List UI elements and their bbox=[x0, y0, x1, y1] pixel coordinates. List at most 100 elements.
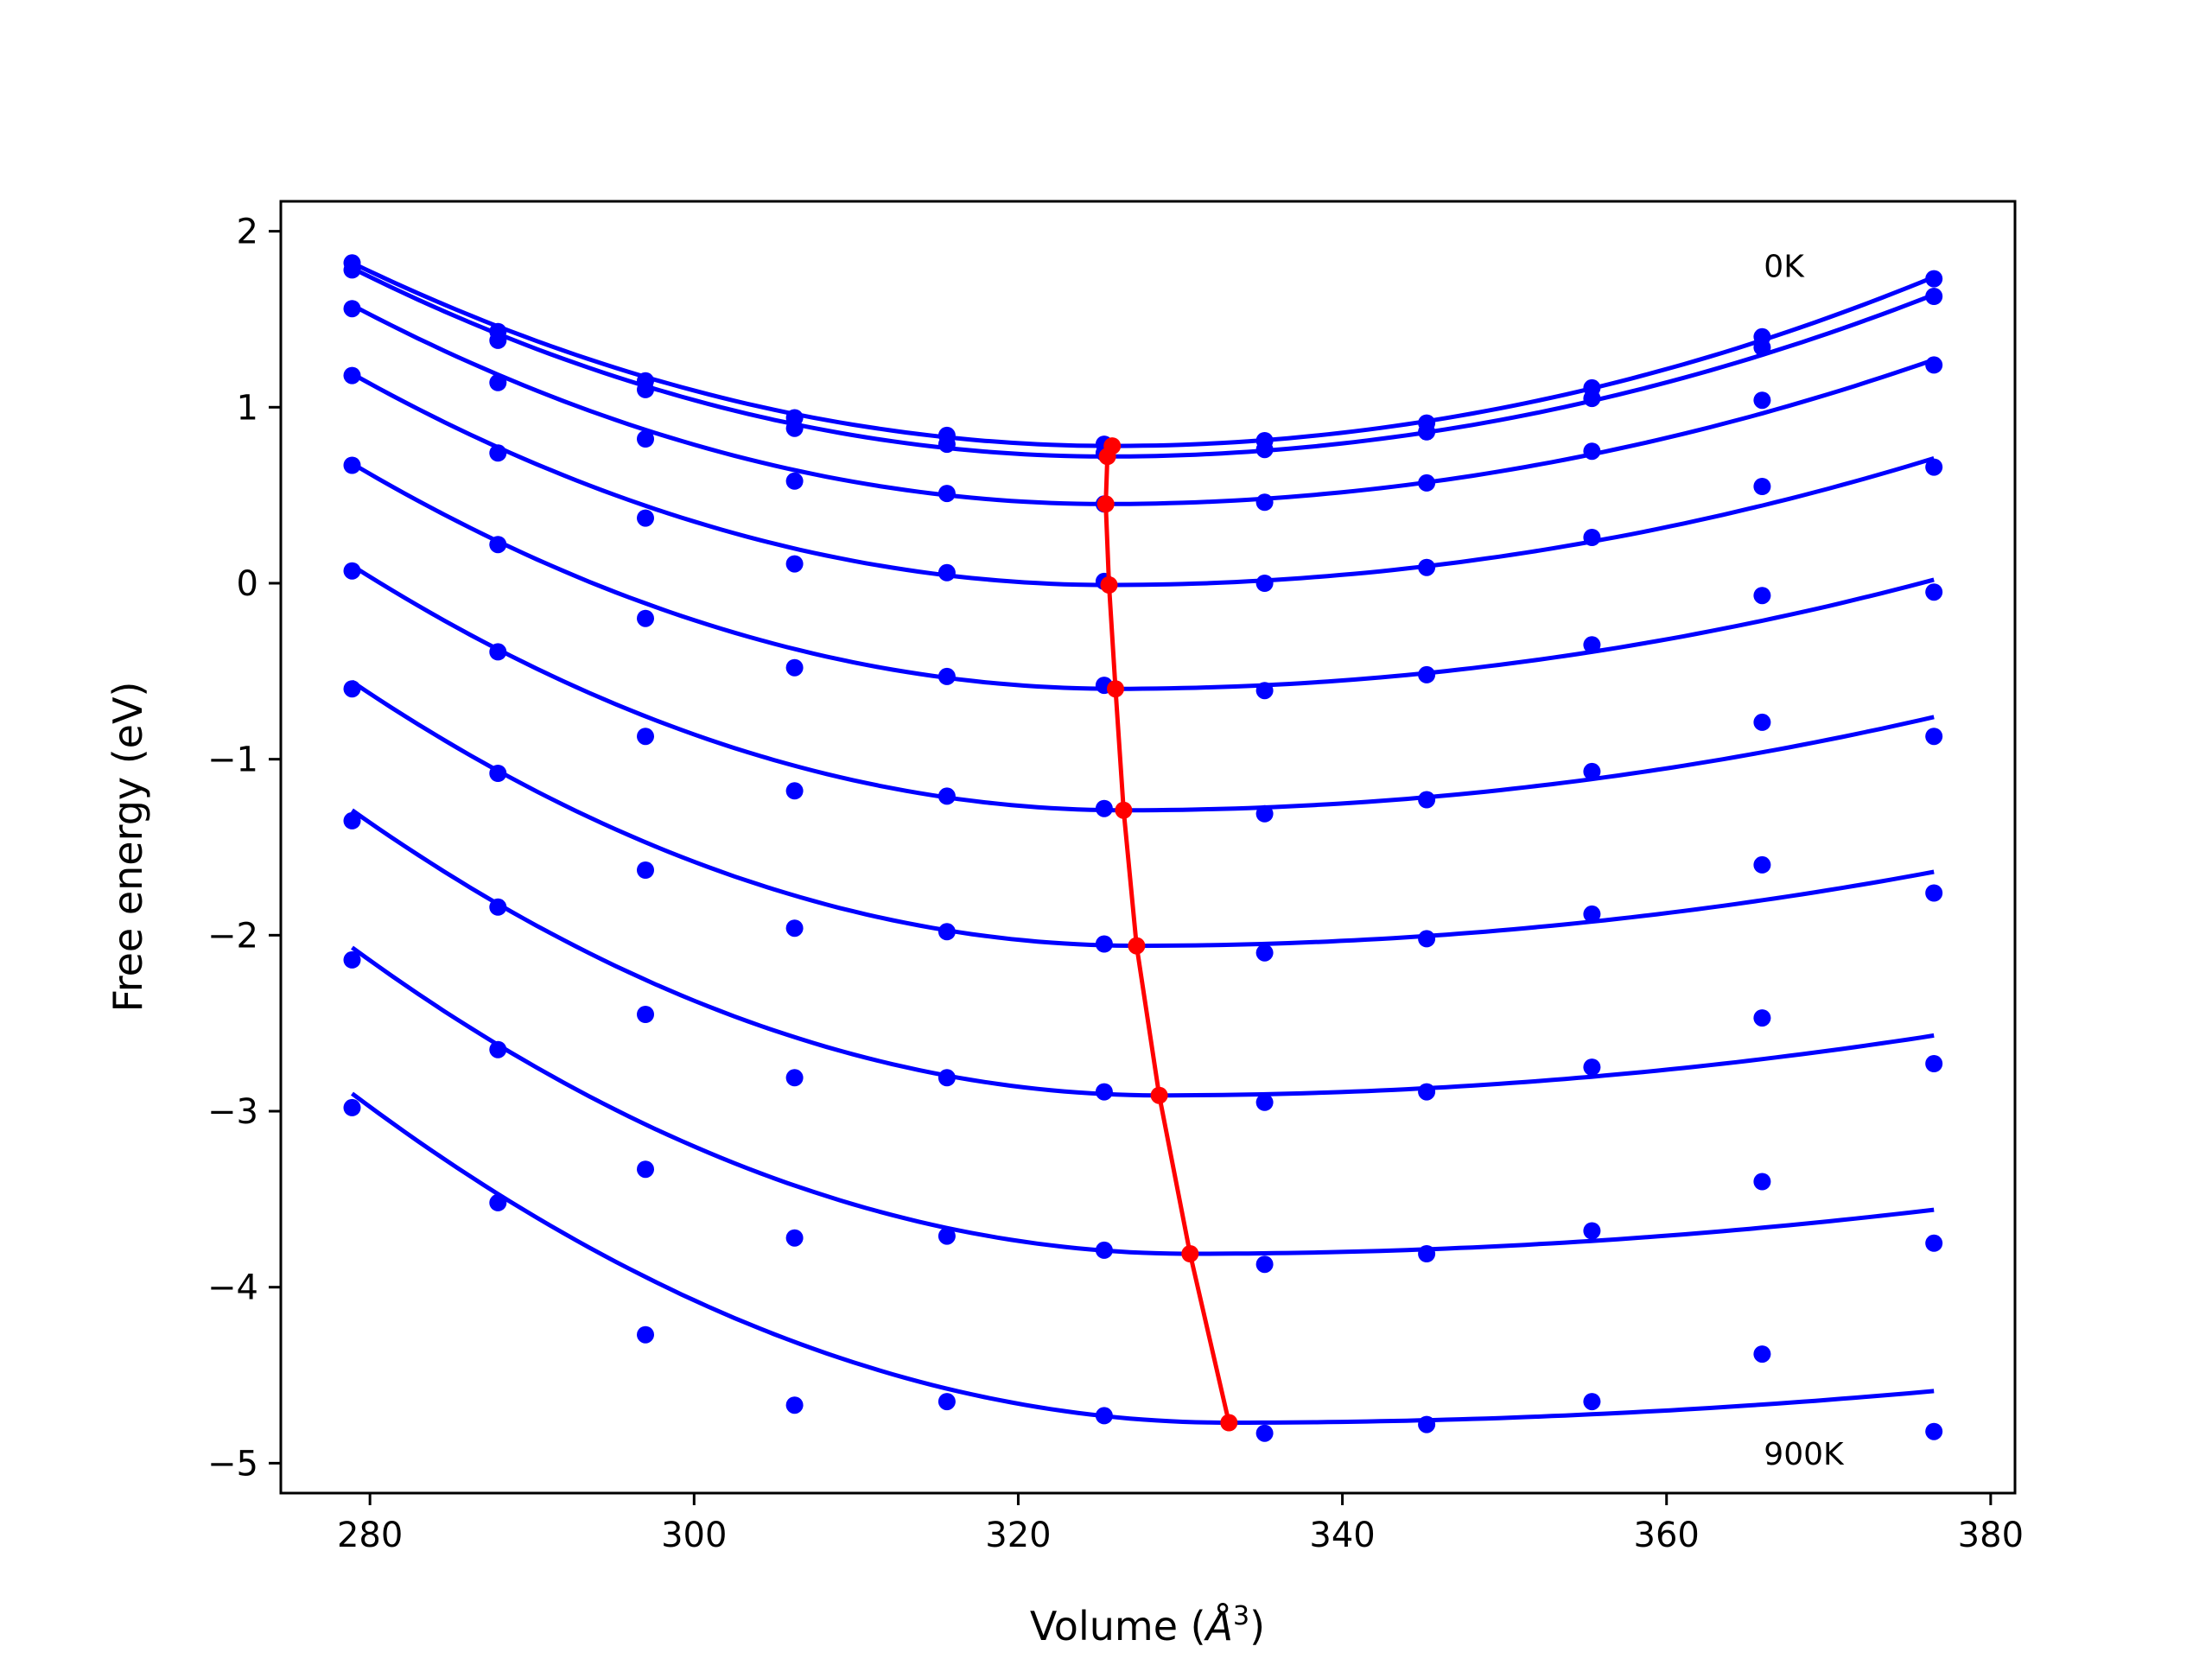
data-point-6-8 bbox=[1583, 905, 1601, 923]
data-point-5-0 bbox=[343, 562, 361, 580]
data-point-6-3 bbox=[785, 919, 804, 938]
data-point-6-4 bbox=[938, 923, 956, 941]
data-point-8-6 bbox=[1255, 1255, 1274, 1274]
x-axis-label-close: ) bbox=[1249, 1603, 1265, 1649]
data-point-2-2 bbox=[637, 430, 654, 448]
data-point-7-3 bbox=[785, 1069, 804, 1087]
data-point-4-7 bbox=[1418, 665, 1436, 683]
data-point-4-0 bbox=[343, 456, 361, 474]
x-tick-label-340: 340 bbox=[1309, 1516, 1375, 1555]
data-point-1-8 bbox=[1583, 390, 1601, 408]
data-point-8-9 bbox=[1753, 1173, 1771, 1191]
data-point-6-9 bbox=[1753, 855, 1771, 874]
y-tick-label--1: −1 bbox=[207, 741, 258, 780]
data-point-9-10 bbox=[1925, 1422, 1943, 1440]
data-point-4-2 bbox=[637, 609, 654, 627]
data-point-3-3 bbox=[785, 555, 804, 573]
data-point-1-2 bbox=[637, 380, 654, 398]
data-point-1-10 bbox=[1925, 288, 1943, 305]
x-axis-ticks: 280 300 320 340 360 380 bbox=[337, 1493, 2024, 1555]
data-point-8-4 bbox=[938, 1227, 956, 1245]
annotation-900k: 900K bbox=[1764, 1437, 1845, 1472]
minimum-point-2 bbox=[1096, 495, 1115, 513]
y-tick-label--3: −3 bbox=[207, 1092, 258, 1132]
minimum-point-3 bbox=[1100, 576, 1118, 594]
minimum-point-1 bbox=[1098, 448, 1116, 466]
x-axis-label-text: Volume ( bbox=[1030, 1603, 1206, 1649]
data-point-5-3 bbox=[785, 782, 804, 800]
data-point-4-1 bbox=[489, 536, 507, 554]
data-point-1-1 bbox=[489, 331, 507, 349]
minimum-point-7 bbox=[1150, 1086, 1168, 1104]
minimum-point-4 bbox=[1107, 680, 1124, 698]
data-point-2-7 bbox=[1418, 474, 1436, 492]
plot-frame bbox=[279, 200, 2017, 1495]
fit-curve-8 bbox=[351, 945, 1935, 1256]
data-point-5-2 bbox=[637, 728, 654, 746]
x-axis-label-exponent: 3 bbox=[1233, 1601, 1249, 1631]
data-point-2-4 bbox=[938, 485, 956, 503]
y-tick-label-1: 1 bbox=[237, 388, 258, 428]
data-point-2-1 bbox=[489, 373, 507, 391]
x-tick-label-380: 380 bbox=[1958, 1516, 2024, 1555]
data-point-6-2 bbox=[637, 861, 654, 879]
data-point-5-7 bbox=[1418, 791, 1436, 809]
x-tick-label-360: 360 bbox=[1634, 1516, 1700, 1555]
fit-curves bbox=[351, 261, 1936, 1425]
data-point-5-9 bbox=[1753, 713, 1771, 731]
x-tick-label-320: 320 bbox=[985, 1516, 1051, 1555]
data-point-9-6 bbox=[1255, 1424, 1274, 1442]
data-point-1-9 bbox=[1753, 339, 1771, 357]
data-point-6-10 bbox=[1925, 884, 1943, 902]
data-point-9-4 bbox=[938, 1393, 956, 1411]
y-tick-label-2: 2 bbox=[237, 213, 258, 252]
minimum-point-6 bbox=[1128, 937, 1146, 955]
data-point-5-4 bbox=[938, 787, 956, 805]
data-point-3-6 bbox=[1255, 575, 1274, 592]
data-point-1-4 bbox=[938, 435, 956, 454]
data-point-6-1 bbox=[489, 765, 507, 782]
data-point-7-4 bbox=[938, 1069, 956, 1087]
data-point-6-5 bbox=[1095, 935, 1113, 953]
data-point-5-1 bbox=[489, 643, 507, 661]
data-point-3-0 bbox=[343, 366, 361, 385]
data-point-3-7 bbox=[1418, 558, 1436, 576]
fit-curve-0 bbox=[351, 261, 1936, 448]
data-point-1-7 bbox=[1418, 423, 1436, 441]
minimum-line bbox=[1096, 437, 1238, 1432]
data-point-6-0 bbox=[343, 680, 361, 698]
data-point-2-6 bbox=[1255, 493, 1274, 512]
data-point-7-7 bbox=[1418, 1083, 1436, 1101]
data-point-7-0 bbox=[343, 811, 361, 830]
data-point-3-8 bbox=[1583, 529, 1601, 546]
data-point-7-1 bbox=[489, 898, 507, 916]
data-point-8-2 bbox=[637, 1160, 654, 1179]
data-point-3-2 bbox=[637, 509, 654, 527]
data-point-3-1 bbox=[489, 444, 507, 462]
data-point-8-10 bbox=[1925, 1234, 1943, 1252]
data-point-9-7 bbox=[1418, 1415, 1436, 1433]
data-point-2-8 bbox=[1583, 442, 1601, 461]
data-point-4-4 bbox=[938, 667, 956, 685]
y-tick-label--5: −5 bbox=[207, 1444, 258, 1484]
data-point-6-7 bbox=[1418, 930, 1436, 948]
data-point-7-8 bbox=[1583, 1058, 1601, 1077]
data-point-8-8 bbox=[1583, 1222, 1601, 1240]
data-point-8-3 bbox=[785, 1229, 804, 1247]
data-point-8-7 bbox=[1418, 1245, 1436, 1262]
data-point-9-2 bbox=[637, 1325, 654, 1344]
y-axis-ticks: 2 1 0 −1 −2 −3 −4 −5 bbox=[207, 213, 281, 1484]
data-point-9-5 bbox=[1095, 1407, 1113, 1425]
fit-curve-2 bbox=[351, 302, 1936, 506]
data-point-0-10 bbox=[1925, 270, 1943, 288]
data-point-3-9 bbox=[1753, 478, 1771, 495]
fit-curve-3 bbox=[351, 372, 1935, 588]
data-point-7-10 bbox=[1925, 1055, 1943, 1072]
annotation-0k: 0K bbox=[1764, 249, 1805, 284]
data-point-9-0 bbox=[343, 1098, 361, 1116]
y-tick-label--2: −2 bbox=[207, 916, 258, 956]
minimum-point-9 bbox=[1220, 1414, 1238, 1432]
data-point-4-9 bbox=[1753, 587, 1771, 605]
fit-curve-5 bbox=[351, 563, 1935, 813]
